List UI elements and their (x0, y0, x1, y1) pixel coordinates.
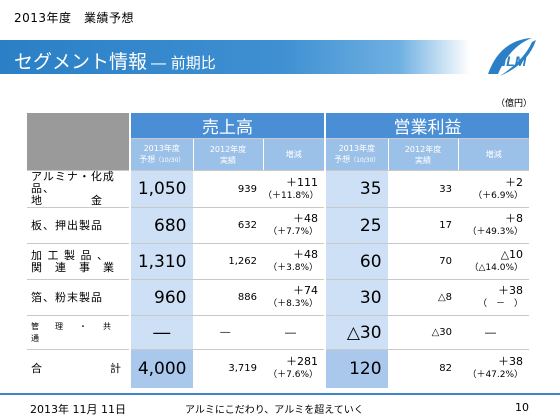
sales-group-header: 売上高 (130, 113, 327, 139)
segment-table: 売上高 営業利益 2013年度 予想（10/30） 2012年度 実績 増減 201… (27, 113, 530, 388)
profit-cur-cell: 60 (325, 243, 389, 280)
profit-chg-cell: ― (458, 315, 530, 350)
sales-cur-cell: 680 (130, 207, 194, 244)
profit-chg-cell: ＋2 （＋6.9%） (458, 170, 530, 208)
total-label: 合計 (27, 349, 131, 388)
sales-chg-header: 増減 (263, 138, 327, 171)
sales-cur-cell: 1,310 (130, 243, 194, 280)
logo-text: NLM (496, 53, 527, 69)
sales-prev-cell: 886 (193, 279, 263, 316)
table-row: 加 工 製 品 、関 連 事 業 1,310 1,262 ＋48 （＋3.8%） … (27, 243, 530, 280)
corner-header-cell (27, 113, 131, 171)
sales-chg-cell: ＋74 （＋8.3%） (263, 279, 327, 316)
table-row: 管 理 ・ 共 通 ― ― ― △30 △30 ― (27, 315, 530, 350)
profit-prev-total-cell: 82 (439, 363, 453, 375)
sales-prev-header: 2012年度 実績 (193, 138, 264, 171)
profit-cur-cell: △30 (325, 315, 389, 350)
profit-total-cell: 120 (325, 349, 389, 388)
row-label: アルミナ・化成品、地 金 (27, 170, 131, 208)
profit-group-header: 営業利益 (325, 113, 530, 139)
row-label: 板、押出製品 (27, 207, 131, 244)
company-logo-icon: NLM (488, 38, 536, 76)
row-label: 加 工 製 品 、関 連 事 業 (27, 243, 131, 280)
page-number: 10 (515, 401, 529, 414)
profit-chg-cell: ＋8 （＋49.3%） (458, 207, 530, 244)
footer-divider (0, 393, 560, 395)
sales-prev-cell: 1,262 (193, 243, 263, 280)
footer-date: 2013年 11月 11日 (30, 403, 126, 416)
sales-chg-cell: ＋111 （＋11.8%） (263, 170, 327, 208)
profit-cur-cell: 30 (325, 279, 389, 316)
page-title: セグメント情報 ― 前期比 (14, 47, 216, 74)
sales-prev-total-cell: 3,719 (228, 363, 257, 375)
table-row: アルミナ・化成品、地 金 1,050 939 ＋111 （＋11.8%） 35 3… (27, 170, 530, 208)
profit-prev-cell: 70 (388, 243, 459, 280)
sales-cur-cell: ― (130, 315, 194, 350)
profit-chg-cell: △10 （△14.0%） (458, 243, 530, 280)
title-subtitle: ― 前期比 (151, 54, 216, 72)
profit-prev-cell: △30 (388, 315, 459, 350)
row-label: 箔、粉末製品 (27, 279, 131, 316)
profit-cur-header: 2013年度 予想（10/30） (325, 138, 389, 171)
sales-prev-cell: ― (193, 315, 263, 350)
profit-prev-header: 2012年度 実績 (388, 138, 459, 171)
title-bar (0, 40, 470, 74)
profit-prev-cell: 33 (388, 170, 459, 208)
sales-chg-total-cell: ＋281 （＋7.6%） (263, 349, 327, 388)
total-row: 合計 4,000 3,719 ＋281 （＋7.6%） 120 82 ＋38 （＋4… (27, 349, 529, 388)
sales-prev-cell: 632 (193, 207, 263, 244)
row-label: 管 理 ・ 共 通 (27, 315, 131, 350)
profit-cur-cell: 35 (325, 170, 389, 208)
footer-slogan: アルミにこだわり、アルミを超えていく (185, 405, 364, 416)
sales-prev-cell: 939 (193, 170, 263, 208)
profit-cur-cell: 25 (325, 207, 389, 244)
profit-prev-cell: 17 (388, 207, 459, 244)
profit-chg-total-cell: ＋38 （＋47.2%） (467, 355, 524, 381)
table-row: 板、押出製品 680 632 ＋48 （＋7.7%） 25 17 ＋8 （＋49.3… (27, 207, 530, 244)
sales-cur-cell: 1,050 (130, 170, 194, 208)
table-row: 箔、粉末製品 960 886 ＋74 （＋8.3%） 30 △8 ＋38 （ － ） (27, 279, 530, 316)
top-label: 2013年度 業績予想 (14, 11, 135, 25)
title-main: セグメント情報 (14, 51, 148, 73)
sales-cur-header: 2013年度 予想（10/30） (130, 138, 194, 171)
unit-label: （億円） (496, 99, 533, 109)
profit-chg-header: 増減 (458, 138, 530, 171)
sales-chg-cell: ＋48 （＋3.8%） (263, 243, 327, 280)
profit-prev-cell: △8 (388, 279, 459, 316)
sales-total-cell: 4,000 (130, 349, 194, 388)
sales-cur-cell: 960 (130, 279, 194, 316)
profit-chg-cell: ＋38 （ － ） (458, 279, 530, 316)
sales-chg-cell: ― (263, 315, 327, 350)
sales-chg-cell: ＋48 （＋7.7%） (263, 207, 327, 244)
